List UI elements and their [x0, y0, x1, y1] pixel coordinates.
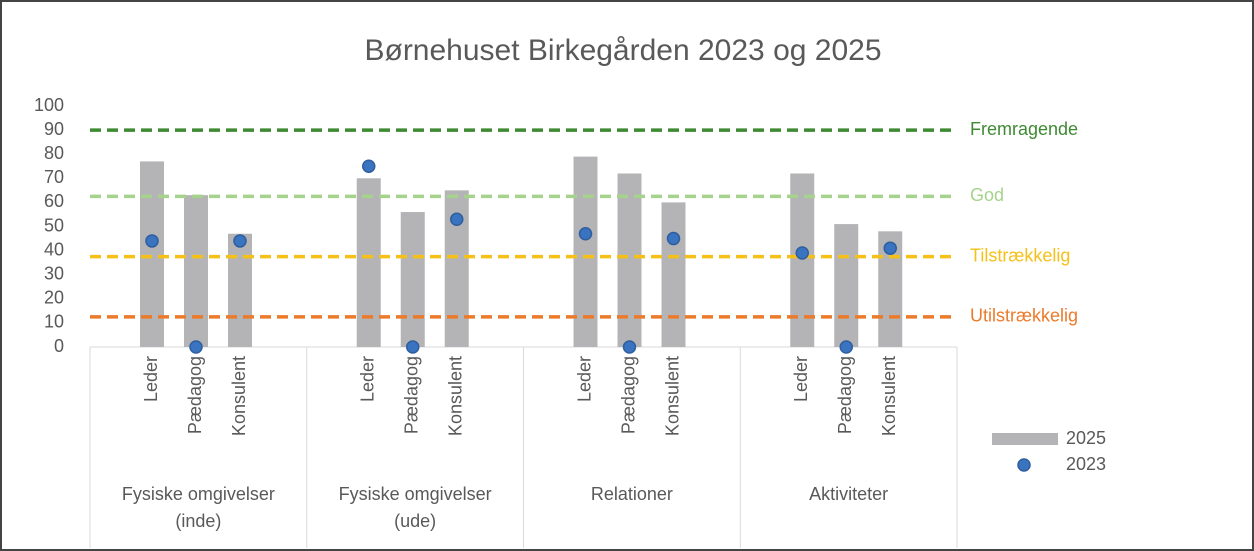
legend-label: 2023: [1066, 454, 1106, 474]
bar: [617, 173, 642, 347]
reference-label: Tilstrækkelig: [970, 245, 1070, 265]
group-label: Aktiviteter: [809, 484, 888, 504]
dot: [362, 159, 376, 173]
bar: [400, 212, 425, 347]
x-tick-label: Pædagog: [835, 356, 855, 434]
dot: [795, 246, 809, 260]
x-tick-label: Pædagog: [402, 356, 422, 434]
reference-label: Utilstrækkelig: [970, 306, 1078, 326]
y-tick-label: 80: [44, 143, 64, 163]
group-label: (inde): [175, 511, 221, 531]
dot: [839, 340, 853, 354]
y-tick-label: 20: [44, 288, 64, 308]
legend-swatch: [1017, 458, 1031, 472]
y-tick-label: 30: [44, 263, 64, 283]
dot: [450, 212, 464, 227]
group-label: (ude): [394, 511, 436, 531]
dot: [883, 241, 897, 255]
dot: [406, 340, 420, 354]
reference-label: God: [970, 185, 1004, 205]
x-tick-label: Konsulent: [879, 356, 899, 436]
group-label: Relationer: [591, 484, 673, 504]
dot: [578, 226, 593, 241]
y-tick-label: 70: [44, 167, 64, 187]
bar: [140, 161, 164, 347]
group-label: Fysiske omgivelser: [339, 484, 492, 504]
x-tick-label: Leder: [791, 356, 811, 402]
x-tick-label: Pædagog: [185, 356, 205, 434]
y-tick-label: 100: [34, 95, 64, 115]
dot: [666, 231, 681, 246]
bar: [790, 173, 815, 347]
legend-label: 2025: [1066, 428, 1106, 448]
x-tick-label: Konsulent: [446, 356, 466, 436]
dot: [233, 234, 247, 248]
dot: [145, 234, 159, 248]
legend-swatch: [992, 433, 1058, 445]
chart-title: Børnehuset Birkegården 2023 og 2025: [364, 34, 881, 67]
bar: [356, 178, 381, 347]
y-tick-label: 60: [44, 191, 64, 211]
x-tick-label: Leder: [358, 356, 378, 402]
dot: [189, 340, 203, 354]
x-tick-label: Leder: [574, 356, 594, 402]
bar: [228, 233, 252, 347]
bar: [834, 224, 859, 347]
x-tick-label: Konsulent: [229, 356, 249, 436]
y-tick-label: 40: [44, 239, 64, 259]
x-tick-label: Konsulent: [662, 356, 682, 436]
group-label: Fysiske omgivelser: [122, 484, 275, 504]
y-tick-label: 10: [44, 312, 64, 332]
dot: [622, 340, 637, 354]
x-tick-label: Leder: [141, 356, 161, 402]
y-tick-label: 0: [54, 336, 64, 356]
y-tick-label: 50: [44, 215, 64, 235]
bar: [184, 195, 208, 347]
y-tick-label: 90: [44, 119, 64, 139]
reference-label: Fremragende: [970, 119, 1078, 139]
bar: [661, 202, 686, 347]
x-tick-label: Pædagog: [618, 356, 638, 434]
